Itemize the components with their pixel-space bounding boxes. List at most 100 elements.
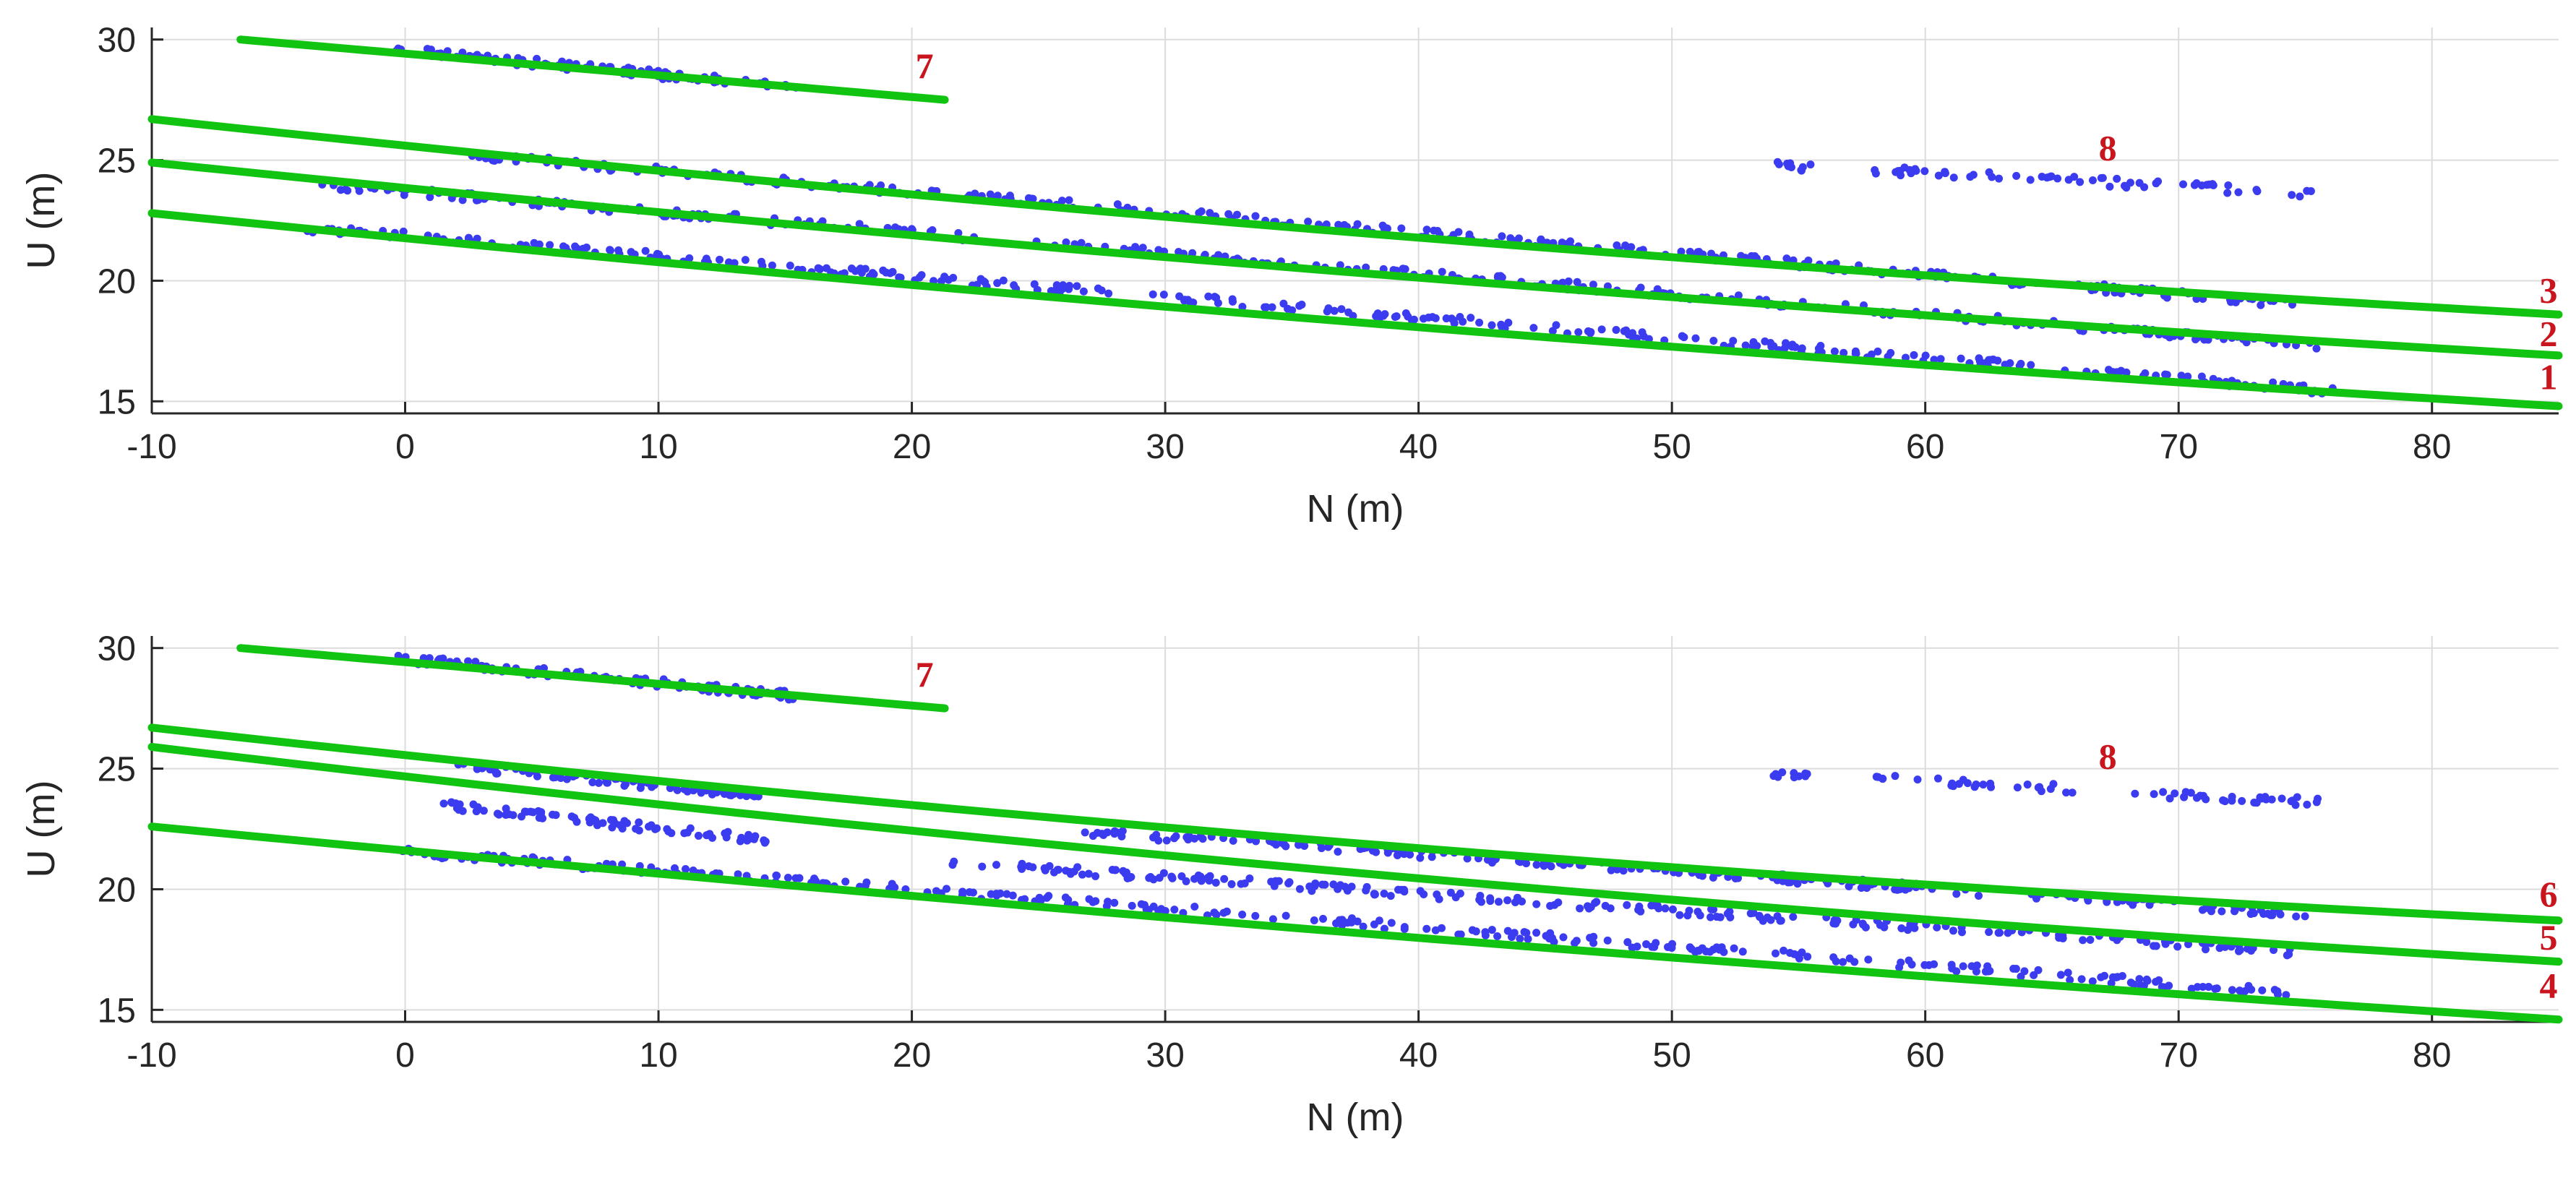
data-point xyxy=(2113,973,2122,981)
data-point xyxy=(1375,916,1383,925)
data-point xyxy=(1589,280,1597,289)
data-point xyxy=(1456,930,1465,939)
data-point xyxy=(1211,293,1219,301)
data-point xyxy=(2056,971,2065,979)
data-point xyxy=(1288,306,1297,314)
data-point xyxy=(1589,932,1598,941)
data-point xyxy=(1876,921,1884,929)
data-point xyxy=(1404,312,1412,321)
data-point xyxy=(1137,900,1146,908)
data-point xyxy=(1510,929,1519,937)
data-point xyxy=(2184,372,2192,381)
data-point xyxy=(896,273,905,282)
data-point xyxy=(2161,940,2170,948)
data-point xyxy=(1996,929,2004,937)
data-point xyxy=(971,189,979,198)
fit-line-3 xyxy=(147,115,2563,319)
y-tick-label: 30 xyxy=(98,630,136,668)
data-point xyxy=(1154,246,1163,254)
data-point xyxy=(1920,960,1929,969)
data-point xyxy=(1062,238,1070,246)
data-point xyxy=(1188,249,1197,257)
data-point xyxy=(2076,178,2085,186)
data-point xyxy=(632,825,640,833)
data-point xyxy=(1167,872,1176,881)
data-point xyxy=(2142,975,2151,984)
data-point xyxy=(562,775,571,783)
data-point xyxy=(2220,797,2229,806)
data-point xyxy=(724,827,732,836)
data-point xyxy=(1763,913,1772,922)
data-point xyxy=(1210,908,1219,917)
data-point xyxy=(1008,891,1017,900)
data-point xyxy=(2020,967,2029,976)
data-point xyxy=(1584,904,1593,913)
data-point xyxy=(469,800,478,809)
data-point xyxy=(1981,967,1990,976)
x-tick-label: 40 xyxy=(1399,428,1438,466)
x-tick-label: 20 xyxy=(893,428,931,466)
data-point xyxy=(1559,933,1568,942)
data-point xyxy=(1138,244,1147,252)
data-point xyxy=(1427,853,1436,861)
data-point xyxy=(1723,909,1732,918)
data-point xyxy=(1920,167,1929,176)
data-point xyxy=(1720,947,1728,956)
data-point xyxy=(847,265,856,273)
data-point xyxy=(1295,885,1304,893)
data-point xyxy=(958,887,967,896)
data-point xyxy=(1756,913,1764,921)
data-point xyxy=(1789,913,1798,921)
x-tick-label: 50 xyxy=(1652,428,1691,466)
data-point xyxy=(1185,833,1193,842)
bottom-panel: -10 0 10 20 30 40 50 60 70 80 15 20 25 30 N (m) U (m) 7 8… xyxy=(20,630,2563,1139)
data-point xyxy=(1065,285,1073,293)
data-point xyxy=(1285,878,1294,887)
data-point xyxy=(635,818,643,827)
data-point xyxy=(471,658,480,666)
data-point xyxy=(2034,966,2043,974)
data-point xyxy=(1268,915,1277,924)
data-point xyxy=(823,264,831,272)
x-tick-label: -10 xyxy=(126,428,176,466)
data-point xyxy=(1558,278,1567,287)
data-point xyxy=(1149,875,1158,884)
data-point xyxy=(1572,937,1581,945)
data-point xyxy=(2105,182,2114,191)
data-point xyxy=(1040,864,1049,872)
data-point xyxy=(1963,779,1972,788)
data-point xyxy=(1128,901,1136,910)
data-point xyxy=(2070,173,2079,181)
data-point xyxy=(2012,965,2020,973)
data-point xyxy=(458,196,467,205)
data-point xyxy=(1175,292,1184,301)
data-point xyxy=(1785,949,1794,958)
y-tick-label: 15 xyxy=(98,383,136,421)
data-point xyxy=(1189,298,1198,307)
data-point xyxy=(1270,882,1279,890)
y-tick-label: 20 xyxy=(98,262,136,301)
data-point xyxy=(1399,265,1407,273)
data-point xyxy=(1586,329,1594,338)
data-point xyxy=(2012,171,2021,180)
data-point xyxy=(1487,321,1496,330)
data-point xyxy=(751,832,760,840)
data-point xyxy=(1778,768,1787,777)
data-point xyxy=(1767,343,1776,351)
data-point xyxy=(944,275,953,284)
data-point xyxy=(1709,873,1717,882)
data-point xyxy=(1979,781,1988,789)
data-point xyxy=(2097,173,2105,182)
data-point xyxy=(1804,257,1813,265)
data-point xyxy=(2258,986,2267,994)
data-point xyxy=(1867,351,1876,359)
data-point xyxy=(2267,795,2276,804)
data-point xyxy=(1049,868,1058,877)
data-point xyxy=(2177,371,2186,380)
data-point xyxy=(1959,962,1967,971)
data-point xyxy=(772,871,781,880)
data-point xyxy=(1422,924,1431,933)
data-point xyxy=(1409,315,1418,324)
data-point xyxy=(1603,936,1612,945)
data-point xyxy=(993,279,1002,288)
